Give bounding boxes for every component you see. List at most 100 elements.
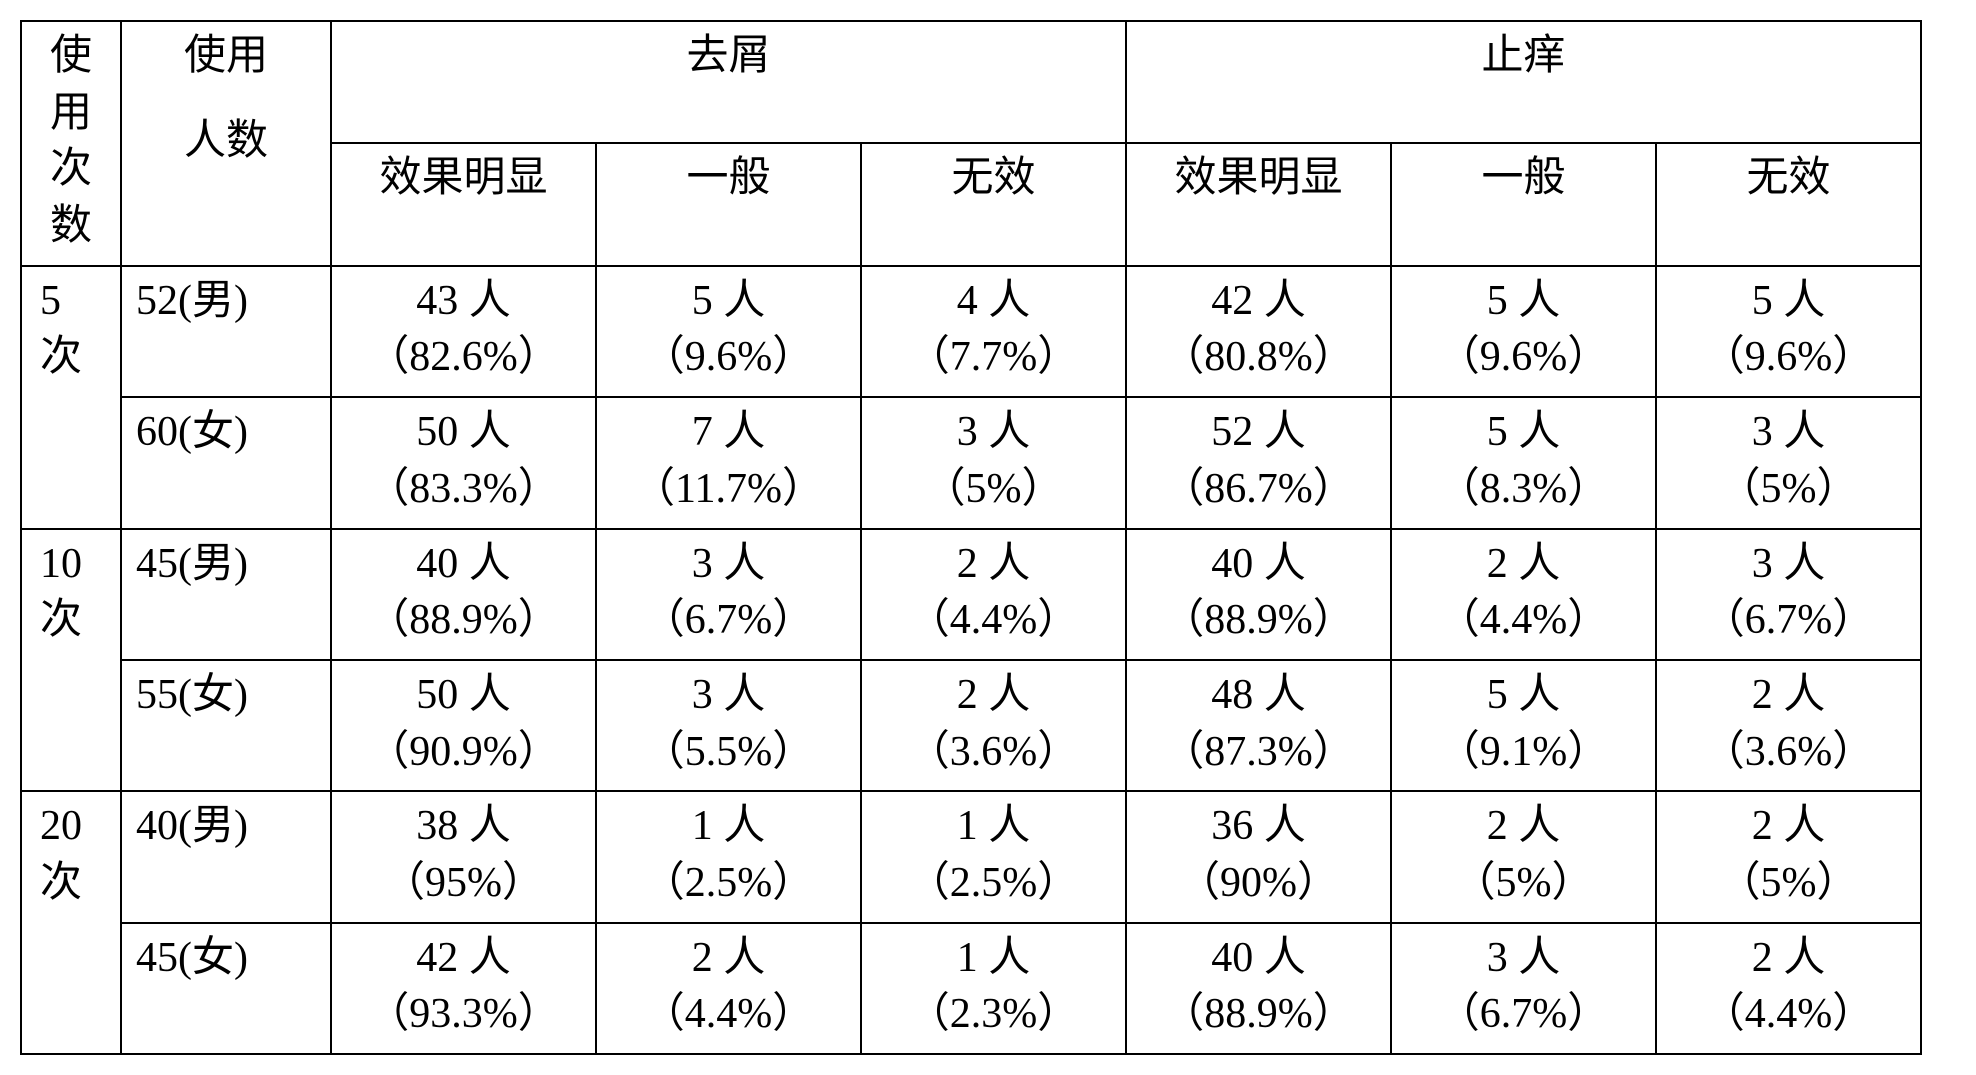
cell: 42 人（80.8%） — [1126, 266, 1391, 397]
cell: 43 人 （82.6%） — [331, 266, 596, 397]
uses-cell: 10 次 — [21, 529, 121, 792]
uses-l2: 次 — [40, 329, 116, 386]
cell: 1 人（2.5%） — [861, 791, 1126, 922]
cell-l2: （80.8%） — [1162, 334, 1355, 380]
cell: 2 人 （3.6%） — [1656, 660, 1921, 791]
uses-l2: 次 — [40, 855, 116, 912]
cell-l1: 40 人 — [1211, 541, 1306, 587]
table-row: 60(女) 50 人 （83.3%） 7 人 （11.7%） 3 人 （5%） 52 … — [21, 397, 1921, 528]
cell-l1: 3 人 — [1752, 409, 1826, 455]
cell-l2: （5%） — [1719, 860, 1859, 906]
cell-l1: 3 人 — [1487, 935, 1561, 981]
cell: 5 人 （9.6%） — [1391, 266, 1656, 397]
cell: 2 人（5%） — [1391, 791, 1656, 922]
cell: 4 人 （7.7%） — [861, 266, 1126, 397]
cell-l1: 2 人 — [1487, 541, 1561, 587]
cell-l1: 1 人 — [957, 935, 1031, 981]
people-cell: 60(女) — [121, 397, 331, 528]
cell-l2: （82.6%） — [367, 334, 560, 380]
cell: 48 人（87.3%） — [1126, 660, 1391, 791]
table-row: 10 次 45(男) 40 人（88.9%） 3 人（6.7%） 2 人（4.4… — [21, 529, 1921, 660]
cell: 5 人 （9.6%） — [1656, 266, 1921, 397]
cell: 2 人 （3.6%） — [861, 660, 1126, 791]
cell: 2 人 （4.4%） — [1391, 529, 1656, 660]
cell-l2: （3.6%） — [908, 729, 1080, 775]
cell-l2: （83.3%） — [367, 466, 560, 512]
cell: 52 人（86.7%） — [1126, 397, 1391, 528]
cell-l1: 2 人 — [1752, 672, 1826, 718]
cell-l2: （9.6%） — [1438, 334, 1610, 380]
cell-l2: （4.4%） — [643, 991, 815, 1037]
cell-l2: （88.9%） — [367, 597, 560, 643]
cell: 1 人（2.5%） — [596, 791, 861, 922]
cell: 5 人 （9.1%） — [1391, 660, 1656, 791]
cell-l1: 43 人 — [416, 278, 511, 324]
cell-l2: （5.5%） — [643, 729, 815, 775]
people-cell: 45(女) — [121, 923, 331, 1054]
cell: 3 人 （6.7%） — [596, 529, 861, 660]
cell-l1: 3 人 — [957, 409, 1031, 455]
cell-l1: 4 人 — [957, 278, 1031, 324]
cell-l2: （5%） — [924, 466, 1064, 512]
cell: 2 人（5%） — [1656, 791, 1921, 922]
cell-l2: （88.9%） — [1162, 991, 1355, 1037]
cell-l2: （11.7%） — [633, 466, 824, 512]
cell: 3 人 （5%） — [861, 397, 1126, 528]
hdr-dandruff-general: 一般 — [596, 143, 861, 265]
cell-l2: （7.7%） — [908, 334, 1080, 380]
cell: 38 人（95%） — [331, 791, 596, 922]
uses-cell: 5 次 — [21, 266, 121, 529]
cell-l1: 50 人 — [416, 409, 511, 455]
hdr-uses-c2: 用 — [26, 85, 116, 142]
cell-l2: （5%） — [1454, 860, 1594, 906]
cell-l1: 40 人 — [416, 541, 511, 587]
cell-l2: （9.1%） — [1438, 729, 1610, 775]
hdr-uses: 使 用 次 数 — [21, 21, 121, 266]
cell-l1: 2 人 — [957, 541, 1031, 587]
cell: 2 人 （4.4%） — [861, 529, 1126, 660]
uses-l1: 10 — [40, 536, 116, 593]
cell-l2: （93.3%） — [367, 991, 560, 1037]
hdr-people-l2: 人数 — [126, 113, 326, 170]
cell: 50 人 （83.3%） — [331, 397, 596, 528]
cell-l2: （5%） — [1719, 466, 1859, 512]
cell-l2: （6.7%） — [643, 597, 815, 643]
cell-l1: 40 人 — [1211, 935, 1306, 981]
cell-l2: （90%） — [1178, 860, 1339, 906]
people-cell: 52(男) — [121, 266, 331, 397]
cell-l1: 1 人 — [957, 803, 1031, 849]
cell-l2: （8.3%） — [1438, 466, 1610, 512]
cell-l2: （3.6%） — [1703, 729, 1875, 775]
cell-l2: （4.4%） — [908, 597, 1080, 643]
cell: 42 人（93.3%） — [331, 923, 596, 1054]
hdr-uses-c3: 次 — [26, 141, 116, 198]
cell-l2: （9.6%） — [1703, 334, 1875, 380]
cell-l1: 5 人 — [1487, 278, 1561, 324]
uses-cell: 20 次 — [21, 791, 121, 1054]
cell: 5 人 （9.6%） — [596, 266, 861, 397]
cell-l1: 52 人 — [1211, 409, 1306, 455]
hdr-itch-general: 一般 — [1391, 143, 1656, 265]
cell-l1: 5 人 — [692, 278, 766, 324]
cell-l2: （9.6%） — [643, 334, 815, 380]
people-cell: 55(女) — [121, 660, 331, 791]
cell: 40 人（88.9%） — [1126, 529, 1391, 660]
hdr-uses-c1: 使 — [26, 28, 116, 85]
cell-l2: （4.4%） — [1438, 597, 1610, 643]
cell-l1: 36 人 — [1211, 803, 1306, 849]
cell-l1: 2 人 — [957, 672, 1031, 718]
cell-l2: （95%） — [383, 860, 544, 906]
cell-l1: 5 人 — [1752, 278, 1826, 324]
uses-l1: 20 — [40, 798, 116, 855]
hdr-dandruff-none: 无效 — [861, 143, 1126, 265]
cell-l1: 3 人 — [692, 541, 766, 587]
table-row: 45(女) 42 人（93.3%） 2 人（4.4%） 1 人（2.3%） 40… — [21, 923, 1921, 1054]
table-row: 55(女) 50 人（90.9%） 3 人（5.5%） 2 人（3.6%） 48… — [21, 660, 1921, 791]
hdr-itch-none: 无效 — [1656, 143, 1921, 265]
cell-l1: 5 人 — [1487, 672, 1561, 718]
cell-l1: 7 人 — [692, 409, 766, 455]
cell: 2 人（4.4%） — [1656, 923, 1921, 1054]
table-header-row-1: 使 用 次 数 使用 人数 去屑 止痒 — [21, 21, 1921, 143]
hdr-people-l1: 使用 — [126, 28, 326, 85]
cell: 3 人（5.5%） — [596, 660, 861, 791]
